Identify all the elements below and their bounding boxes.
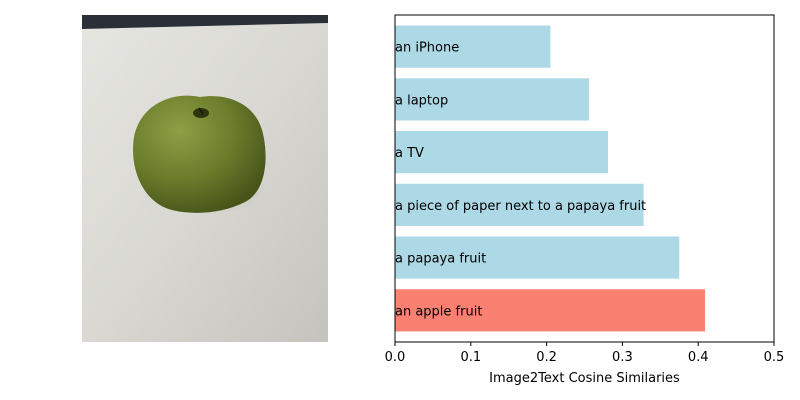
x-tick-label-0: 0.0 [385, 350, 406, 365]
bar-2 [395, 183, 644, 226]
bar-label-4: a laptop [395, 93, 448, 108]
bar-0 [395, 289, 706, 332]
bar-1 [395, 236, 680, 279]
bar-label-1: a papaya fruit [395, 252, 486, 267]
x-ticks-group: 0.0 0.1 0.2 0.3 0.4 0.5 [385, 342, 785, 365]
bar-label-3: a TV [395, 146, 424, 161]
bar-label-5: an iPhone [395, 41, 459, 56]
bars-group [395, 25, 706, 332]
apple-stem-cavity [193, 108, 209, 118]
x-tick-label-2: 0.2 [536, 350, 557, 365]
x-tick-label-1: 0.1 [460, 350, 481, 365]
bar-label-2: a piece of paper next to a papaya fruit [395, 199, 646, 214]
bar-label-0: an apple fruit [395, 304, 482, 319]
apple-body [133, 95, 266, 213]
apple-photo [82, 15, 328, 342]
x-tick-label-4: 0.4 [688, 350, 709, 365]
apple-stem [198, 107, 204, 115]
x-tick-label-5: 0.5 [764, 350, 785, 365]
bar-5 [395, 25, 551, 68]
x-axis-label: Image2Text Cosine Similaries [489, 371, 680, 386]
axes-frame [394, 14, 775, 343]
x-tick-label-3: 0.3 [612, 350, 633, 365]
apple-photo-drawing [82, 15, 328, 342]
bar-labels-group: an apple fruit a papaya fruit a piece of p… [395, 41, 646, 320]
bar-3 [395, 131, 608, 174]
background-edge [82, 15, 328, 29]
bar-4 [395, 78, 590, 121]
